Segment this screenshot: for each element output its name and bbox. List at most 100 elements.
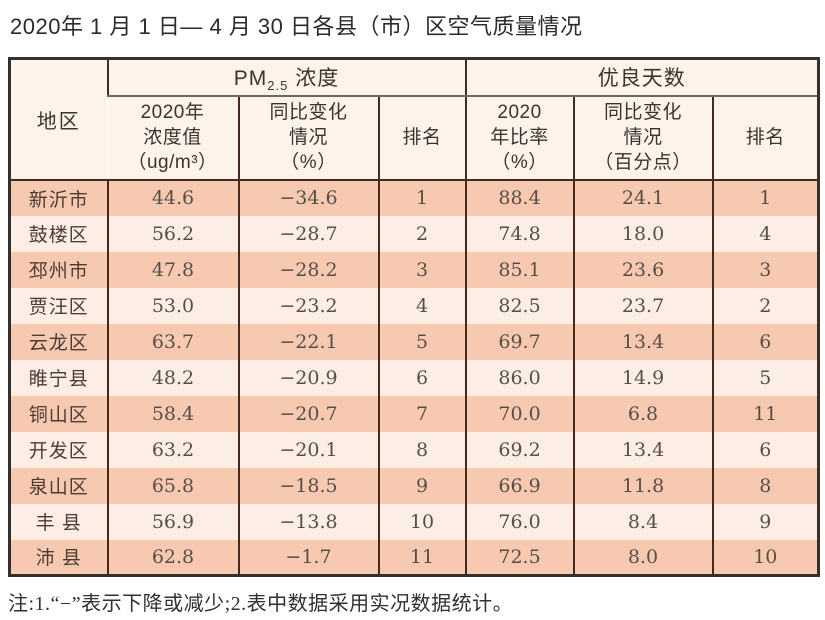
cell-pm-change: −18.5 — [237, 467, 379, 504]
column-header-region: 地区 — [9, 58, 108, 181]
air-quality-table: 地区 PM2.5 浓度 优良天数 2020年 浓度值 （ug/m³） 同比变化 … — [8, 57, 821, 577]
cell-pm-rank: 1 — [377, 179, 466, 216]
cell-pm-value: 63.2 — [106, 431, 239, 468]
cell-region: 丰 县 — [9, 503, 108, 540]
cell-pm-rank: 11 — [377, 539, 466, 576]
table-row: 睢宁县 48.2 −20.9 6 86.0 14.9 5 — [9, 359, 819, 396]
pm25-suffix: 浓度 — [288, 66, 340, 90]
cell-good-change: 6.8 — [572, 395, 713, 432]
footnote: 注:1.“−”表示下降或减少;2.表中数据采用实况数据统计。 — [8, 593, 514, 615]
column-header-pm-value: 2020年 浓度值 （ug/m³） — [107, 95, 239, 181]
cell-pm-change: −13.8 — [237, 503, 379, 540]
cell-good-change: 18.0 — [572, 215, 713, 252]
column-header-pm-rank: 排名 — [377, 95, 466, 181]
cell-good-ratio: 69.2 — [464, 431, 574, 468]
cell-pm-change: −1.7 — [237, 539, 379, 576]
cell-pm-change: −20.1 — [237, 431, 379, 468]
cell-good-rank: 1 — [711, 179, 819, 216]
cell-pm-change: −28.2 — [237, 251, 379, 288]
table-row: 邳州市 47.8 −28.2 3 85.1 23.6 3 — [9, 251, 819, 288]
cell-good-ratio: 72.5 — [464, 539, 574, 576]
cell-region: 泉山区 — [9, 467, 108, 504]
table-row: 鼓楼区 56.2 −28.7 2 74.8 18.0 4 — [9, 215, 819, 252]
cell-region: 贾汪区 — [9, 287, 108, 324]
cell-pm-rank: 5 — [377, 323, 466, 360]
cell-pm-value: 58.4 — [106, 395, 239, 432]
cell-good-rank: 3 — [711, 251, 819, 288]
cell-pm-rank: 3 — [377, 251, 466, 288]
cell-region: 铜山区 — [9, 395, 108, 432]
cell-pm-rank: 8 — [377, 431, 466, 468]
cell-region: 沛 县 — [9, 539, 108, 576]
cell-good-rank: 2 — [711, 287, 819, 324]
cell-good-ratio: 69.7 — [464, 323, 574, 360]
column-header-pm-change: 同比变化 情况 （%） — [237, 95, 379, 181]
cell-good-change: 14.9 — [572, 359, 713, 396]
cell-good-ratio: 88.4 — [464, 179, 574, 216]
cell-good-rank: 9 — [711, 503, 819, 540]
table-row: 铜山区 58.4 −20.7 7 70.0 6.8 11 — [9, 395, 819, 432]
group-header-good-days: 优良天数 — [464, 58, 819, 97]
table-row: 泉山区 65.8 −18.5 9 66.9 11.8 8 — [9, 467, 819, 504]
group-header-row: 地区 PM2.5 浓度 优良天数 — [9, 58, 819, 181]
table-row: 开发区 63.2 −20.1 8 69.2 13.4 6 — [9, 431, 819, 468]
table-row: 贾汪区 53.0 −23.2 4 82.5 23.7 2 — [9, 287, 819, 324]
cell-pm-rank: 2 — [377, 215, 466, 252]
cell-pm-value: 65.8 — [106, 467, 239, 504]
cell-pm-value: 56.9 — [106, 503, 239, 540]
table-row: 新沂市 44.6 −34.6 1 88.4 24.1 1 — [9, 179, 819, 216]
cell-good-ratio: 85.1 — [464, 251, 574, 288]
cell-good-change: 11.8 — [572, 467, 713, 504]
cell-pm-value: 47.8 — [106, 251, 239, 288]
column-header-good-change: 同比变化 情况 （百分点） — [572, 95, 713, 181]
cell-region: 开发区 — [9, 431, 108, 468]
cell-pm-change: −34.6 — [237, 179, 379, 216]
cell-region: 睢宁县 — [9, 359, 108, 396]
pm25-prefix: PM — [233, 66, 268, 90]
cell-pm-rank: 6 — [377, 359, 466, 396]
cell-good-ratio: 70.0 — [464, 395, 574, 432]
cell-pm-rank: 10 — [377, 503, 466, 540]
cell-pm-rank: 4 — [377, 287, 466, 324]
cell-good-rank: 6 — [711, 431, 819, 468]
column-header-good-rank: 排名 — [711, 95, 819, 181]
cell-good-change: 8.4 — [572, 503, 713, 540]
cell-pm-value: 48.2 — [106, 359, 239, 396]
cell-good-change: 24.1 — [572, 179, 713, 216]
cell-pm-change: −28.7 — [237, 215, 379, 252]
cell-pm-value: 62.8 — [106, 539, 239, 576]
cell-pm-value: 53.0 — [106, 287, 239, 324]
cell-good-rank: 4 — [711, 215, 819, 252]
cell-good-change: 23.6 — [572, 251, 713, 288]
cell-good-change: 23.7 — [572, 287, 713, 324]
cell-pm-change: −22.1 — [237, 323, 379, 360]
page-title: 2020年 1 月 1 日— 4 月 30 日各县（市）区空气质量情况 — [10, 14, 583, 39]
cell-good-ratio: 74.8 — [464, 215, 574, 252]
cell-good-ratio: 82.5 — [464, 287, 574, 324]
cell-good-rank: 10 — [711, 539, 819, 576]
cell-good-ratio: 66.9 — [464, 467, 574, 504]
cell-good-rank: 6 — [711, 323, 819, 360]
cell-pm-rank: 9 — [377, 467, 466, 504]
cell-good-change: 13.4 — [572, 431, 713, 468]
table-row: 丰 县 56.9 −13.8 10 76.0 8.4 9 — [9, 503, 819, 540]
cell-pm-value: 56.2 — [106, 215, 239, 252]
table-row: 沛 县 62.8 −1.7 11 72.5 8.0 10 — [9, 539, 819, 576]
table-body: 新沂市 44.6 −34.6 1 88.4 24.1 1 鼓楼区 56.2 −28.7 2 74.8 1… — [9, 179, 819, 576]
group-header-pm25: PM2.5 浓度 — [106, 58, 466, 97]
cell-pm-change: −23.2 — [237, 287, 379, 324]
cell-region: 云龙区 — [9, 323, 108, 360]
cell-good-rank: 8 — [711, 467, 819, 504]
cell-pm-change: −20.9 — [237, 359, 379, 396]
cell-good-change: 8.0 — [572, 539, 713, 576]
cell-pm-change: −20.7 — [237, 395, 379, 432]
pm25-subscript: 2.5 — [267, 77, 289, 93]
cell-good-ratio: 86.0 — [464, 359, 574, 396]
cell-region: 邳州市 — [9, 251, 108, 288]
cell-pm-rank: 7 — [377, 395, 466, 432]
cell-region: 新沂市 — [9, 179, 108, 216]
cell-good-rank: 11 — [711, 395, 819, 432]
table-row: 云龙区 63.7 −22.1 5 69.7 13.4 6 — [9, 323, 819, 360]
cell-good-rank: 5 — [711, 359, 819, 396]
